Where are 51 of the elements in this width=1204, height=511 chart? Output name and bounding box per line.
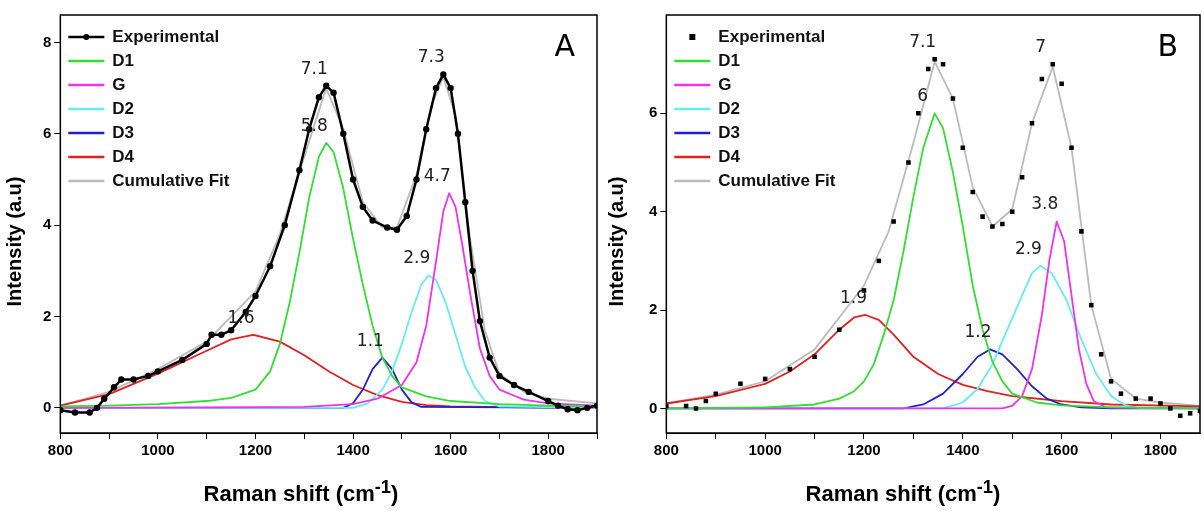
x-tick-label: 1200 xyxy=(238,441,273,459)
x-tick-label: 1600 xyxy=(433,441,468,459)
x-axis-title: Raman shift (cm$^{-1}$) xyxy=(202,475,400,507)
legend-label: G xyxy=(718,74,732,94)
y-tick-label: 4 xyxy=(43,215,52,233)
annotation: 3.8 xyxy=(1031,193,1059,214)
y-tick-label: 6 xyxy=(43,123,52,141)
annotation: 7.1 xyxy=(300,57,328,78)
x-tick-label: 1400 xyxy=(336,441,370,459)
legend-label: D4 xyxy=(718,146,741,166)
x-tick-label: 1800 xyxy=(1143,441,1178,459)
x-tick-label: 1400 xyxy=(946,441,980,459)
x-axis-title: Raman shift (cm$^{-1}$) xyxy=(804,475,1002,507)
legend-label: Cumulative Fit xyxy=(718,170,836,190)
legend-label: Cumulative Fit xyxy=(112,170,230,190)
legend-label: D2 xyxy=(718,98,741,118)
annotation: 7 xyxy=(1035,36,1047,57)
legend-label: D4 xyxy=(112,146,135,166)
annotation: A xyxy=(554,27,576,63)
y-axis-title: Intensity (a.u) xyxy=(604,175,628,309)
x-tick-label: 1000 xyxy=(748,441,782,459)
y-tick-label: 2 xyxy=(43,306,52,324)
y-tick-label: 0 xyxy=(43,398,52,416)
annotation: 2.9 xyxy=(403,247,431,268)
legend-label: D1 xyxy=(112,50,135,70)
x-tick-label: 1800 xyxy=(531,441,565,459)
annotation: 2.9 xyxy=(1014,237,1042,258)
annotation: 6 xyxy=(917,85,929,106)
y-tick-label: 0 xyxy=(649,398,658,416)
y-tick-label: 8 xyxy=(43,32,52,50)
x-tick-label: 800 xyxy=(653,441,679,459)
legend-label: G xyxy=(112,74,126,94)
y-tick-label: 6 xyxy=(649,103,658,121)
legend-label: D3 xyxy=(718,122,741,142)
annotation: 1.9 xyxy=(839,286,867,307)
legend-label: D1 xyxy=(718,50,741,70)
y-tick-label: 4 xyxy=(649,201,658,219)
legend-label: Experimental xyxy=(112,26,220,46)
annotation: 7.3 xyxy=(417,46,445,67)
annotation: 4.7 xyxy=(423,165,451,186)
x-tick-label: 1600 xyxy=(1044,441,1079,459)
legend-label: D2 xyxy=(112,98,135,118)
y-tick-label: 2 xyxy=(649,300,658,318)
annotation: B xyxy=(1157,27,1178,63)
x-tick-label: 800 xyxy=(47,441,73,459)
legend-label: D3 xyxy=(112,122,135,142)
legend-label: Experimental xyxy=(718,26,826,46)
x-tick-label: 1000 xyxy=(141,441,175,459)
x-tick-label: 1200 xyxy=(847,441,881,459)
y-axis-title: Intensity (a.u) xyxy=(2,175,26,309)
annotation: 7.1 xyxy=(909,31,937,52)
